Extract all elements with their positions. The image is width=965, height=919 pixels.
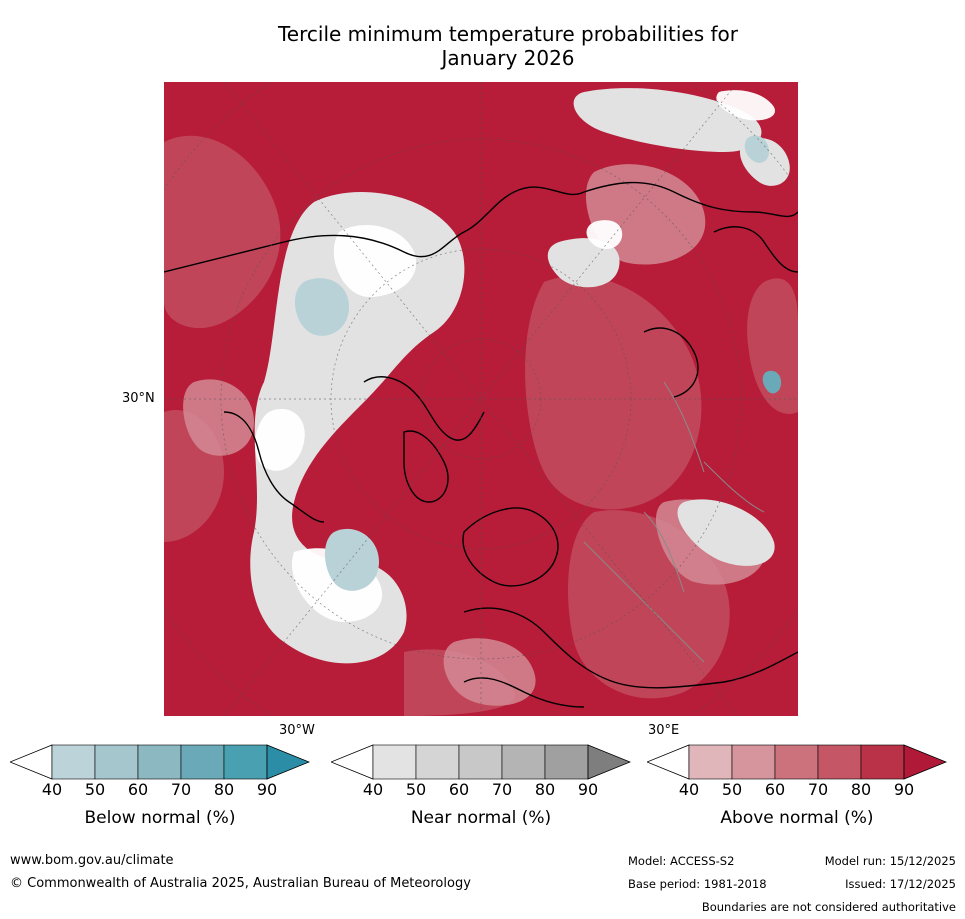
- map-title-line1: Tercile minimum temperature probabilitie…: [277, 22, 739, 46]
- colorbar-below: 40 50 60 70 80 90: [10, 744, 310, 800]
- colorbar-below-tick-60: 60: [127, 780, 149, 799]
- colorbar-above-tick-40: 40: [678, 780, 700, 799]
- map-title: Tercile minimum temperature probabilitie…: [180, 22, 836, 70]
- colorbar-above-tick-60: 60: [764, 780, 786, 799]
- model-run-date: Model run: 15/12/2025: [824, 854, 956, 868]
- colorbar-above-lower-extension: [647, 744, 690, 780]
- colorbar-below-bin-70: [180, 744, 225, 780]
- coastlines: [164, 181, 798, 708]
- boundary-disclaimer: Boundaries are not considered authoritat…: [701, 900, 956, 914]
- colorbar-above-tick-90: 90: [893, 780, 915, 799]
- colorbar-above-tick-50: 50: [721, 780, 743, 799]
- colorbar-near-title: Near normal (%): [410, 808, 552, 828]
- colorbar-near-upper-extension: [587, 744, 631, 780]
- colorbar-near-bin-60: [458, 744, 503, 780]
- colorbar-above-title: Above normal (%): [720, 808, 874, 828]
- colorbar-above-upper-extension: [903, 744, 947, 780]
- colorbar-near-swatches: [331, 744, 631, 780]
- colorbar-below-swatches: [10, 744, 310, 780]
- colorbar-below-lower-extension: [10, 744, 53, 780]
- copyright-text: © Commonwealth of Australia 2025, Austra…: [10, 876, 471, 891]
- colorbar-near: 40 50 60 70 80 90: [331, 744, 631, 800]
- colorbar-above-bin-40: [688, 744, 733, 780]
- colorbar-near-bin-80: [544, 744, 589, 780]
- colorbar-above-ticks: 40 50 60 70 80 90: [647, 780, 947, 800]
- colorbar-above-bin-80: [860, 744, 905, 780]
- colorbar-near-bin-50: [415, 744, 460, 780]
- colorbar-above-swatches: [647, 744, 947, 780]
- colorbar-below-bin-80: [223, 744, 268, 780]
- colorbar-below-tick-50: 50: [84, 780, 106, 799]
- colorbar-below-tick-40: 40: [41, 780, 63, 799]
- colorbar-near-ticks: 40 50 60 70 80 90: [331, 780, 631, 800]
- colorbar-below-tick-80: 80: [213, 780, 235, 799]
- colorbar-near-tick-60: 60: [448, 780, 470, 799]
- colorbar-above-tick-80: 80: [850, 780, 872, 799]
- colorbar-below-tick-70: 70: [170, 780, 192, 799]
- country-boundaries: [583, 381, 765, 663]
- colorbar-above-bin-70: [817, 744, 862, 780]
- colorbar-below-bin-60: [137, 744, 182, 780]
- colorbar-below-ticks: 40 50 60 70 80 90: [10, 780, 310, 800]
- probability-map: [164, 82, 798, 716]
- issued-date: Issued: 17/12/2025: [845, 877, 956, 891]
- colorbar-near-bin-70: [501, 744, 546, 780]
- map-canvas: [164, 82, 798, 716]
- colorbar-above-bin-60: [774, 744, 819, 780]
- colorbar-near-tick-40: 40: [362, 780, 384, 799]
- colorbar-near-tick-70: 70: [491, 780, 513, 799]
- map-title-line2: January 2026: [441, 46, 575, 70]
- colorbar-near-tick-80: 80: [534, 780, 556, 799]
- colorbar-above: 40 50 60 70 80 90: [647, 744, 947, 800]
- colorbar-below-tick-90: 90: [256, 780, 278, 799]
- colorbar-below-upper-extension: [266, 744, 310, 780]
- lat-label-30n: 30°N: [122, 391, 155, 406]
- colorbar-below-title: Below normal (%): [84, 808, 236, 828]
- colorbar-near-lower-extension: [331, 744, 374, 780]
- colorbar-near-tick-50: 50: [405, 780, 427, 799]
- lon-label-30w: 30°W: [279, 723, 315, 738]
- website-link[interactable]: www.bom.gov.au/climate: [10, 853, 174, 868]
- model-name: Model: ACCESS-S2: [628, 854, 735, 868]
- colorbar-above-tick-70: 70: [807, 780, 829, 799]
- lon-label-30e: 30°E: [648, 723, 680, 738]
- colorbar-near-bin-40: [372, 744, 417, 780]
- colorbar-below-bin-40: [51, 744, 96, 780]
- below-normal-regions: [294, 135, 782, 591]
- colorbar-below-bin-50: [94, 744, 139, 780]
- graticule: [164, 82, 798, 716]
- colorbar-above-bin-50: [731, 744, 776, 780]
- colorbar-near-tick-90: 90: [577, 780, 599, 799]
- base-period: Base period: 1981-2018: [628, 877, 767, 891]
